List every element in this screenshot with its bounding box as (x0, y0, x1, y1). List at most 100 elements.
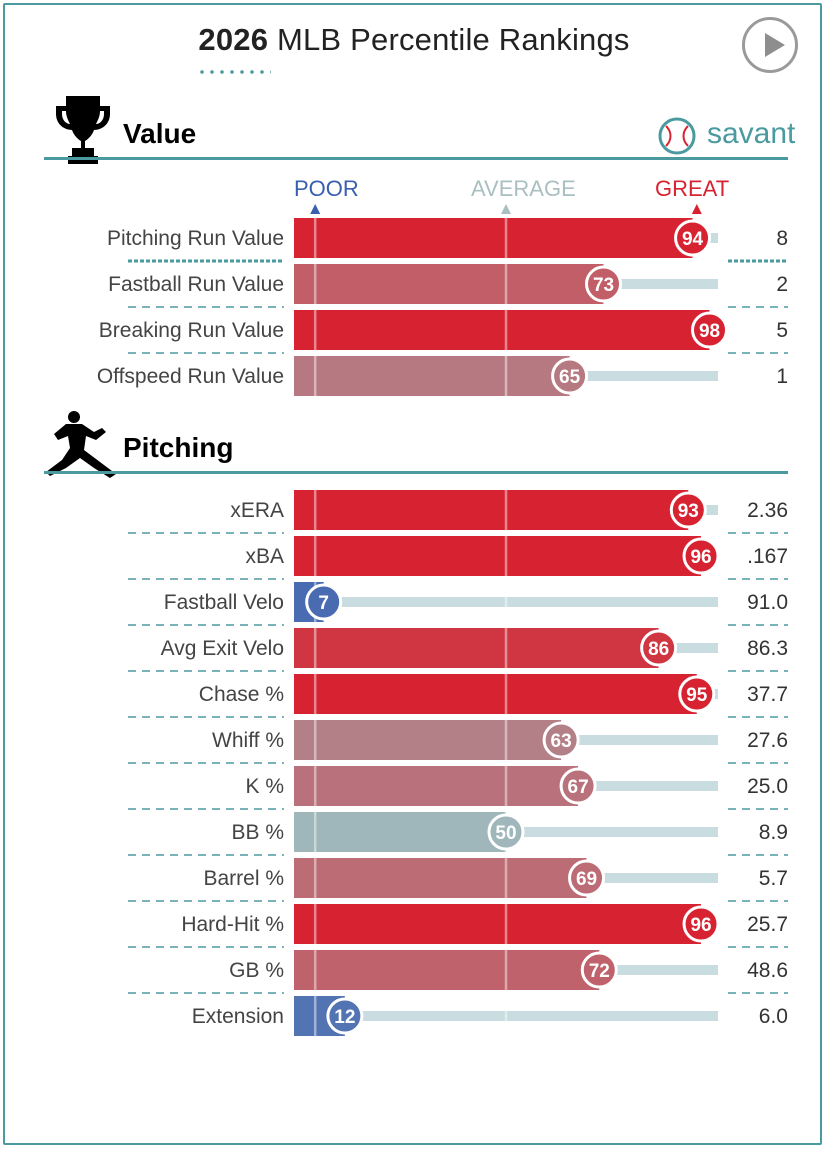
percentile-circle (551, 357, 589, 395)
metric-value: 8.9 (759, 821, 788, 844)
metric-value: 25.7 (747, 913, 788, 936)
percentile-bar (294, 812, 506, 852)
percentile-bar (294, 264, 604, 304)
percentile-track (344, 1011, 718, 1021)
percentile-label: 95 (686, 685, 708, 706)
percentile-circle (487, 813, 525, 851)
percentile-label: 50 (495, 823, 516, 844)
page-title: 2026 MLB Percentile Rankings (0, 22, 828, 58)
percentile-bar (294, 356, 570, 396)
percentile-track (561, 735, 718, 745)
metric-value: 27.6 (747, 729, 788, 752)
percentile-circle (542, 721, 580, 759)
percentile-label: 94 (682, 229, 704, 250)
percentile-circle (678, 675, 716, 713)
percentile-track (603, 279, 718, 289)
title-underline-dots (197, 70, 271, 74)
percentile-track (599, 965, 718, 975)
percentile-circle (326, 997, 364, 1035)
metric-row: Pitching Run Value 8 (107, 218, 788, 263)
metric-row: BB % 8.9 (128, 812, 788, 856)
metric-value: .167 (747, 545, 788, 568)
percentile-label: 96 (690, 547, 711, 568)
section-title-pitching: Pitching (123, 432, 234, 463)
percentile-circle (682, 905, 720, 943)
percentile-bar (294, 490, 689, 530)
metric-label: xBA (245, 545, 284, 568)
percentile-bar (294, 218, 693, 258)
percentile-bar (294, 766, 579, 806)
percentile-label: 93 (678, 501, 699, 522)
percentile-label: 73 (593, 275, 614, 296)
percentile-label: 72 (589, 961, 610, 982)
metric-label: Barrel % (203, 867, 284, 890)
title-text: MLB Percentile Rankings (276, 22, 630, 57)
metric-row: Breaking Run Value 5 (99, 310, 788, 354)
metric-label: Avg Exit Velo (161, 637, 284, 660)
metric-value: 2 (776, 273, 788, 296)
percentile-label: 65 (559, 367, 581, 388)
percentile-circle (640, 629, 678, 667)
metric-label: BB % (231, 821, 284, 844)
metric-label: Chase % (199, 683, 284, 706)
scale-label-average: AVERAGE (471, 176, 576, 201)
scale-marker-poor (310, 204, 321, 214)
metric-row: Chase % 37.7 (128, 674, 788, 718)
percentile-label: 98 (699, 321, 720, 342)
percentile-bar (294, 536, 702, 576)
scale-label-great: GREAT (655, 176, 730, 201)
metric-row: Barrel % 5.7 (128, 858, 788, 902)
scale-marker-average (501, 204, 511, 214)
percentile-track (506, 827, 718, 837)
percentile-label: 96 (690, 915, 711, 936)
percentile-circle (669, 491, 707, 529)
percentile-circle (559, 767, 597, 805)
percentile-circle (580, 951, 618, 989)
metric-value: 6.0 (759, 1005, 788, 1028)
metric-label: Fastball Run Value (108, 273, 284, 296)
percentile-circle (568, 859, 606, 897)
metric-value: 2.36 (747, 499, 788, 522)
percentile-track (658, 643, 718, 653)
percentile-circle (682, 537, 720, 575)
percentile-bar (294, 310, 710, 350)
metric-row: Whiff % 27.6 (128, 720, 788, 764)
pitcher-icon (46, 411, 116, 478)
percentile-track (569, 371, 718, 381)
percentile-circle (585, 265, 623, 303)
scale-marker-great (691, 204, 702, 214)
metric-row: Avg Exit Velo 86.3 (128, 628, 788, 672)
metric-value: 86.3 (747, 637, 788, 660)
metric-value: 25.0 (747, 775, 788, 798)
metric-label: GB % (229, 959, 284, 982)
metric-value: 8 (776, 227, 788, 250)
metric-value: 5 (776, 319, 788, 342)
percentile-bar (294, 904, 702, 944)
title-year: 2026 (198, 22, 269, 57)
metric-row: K % 25.0 (128, 766, 788, 810)
metric-value: 37.7 (747, 683, 788, 706)
percentile-label: 12 (334, 1007, 355, 1028)
metric-row: Fastball Run Value 2 (108, 264, 788, 308)
metric-label: Extension (192, 1005, 284, 1028)
percentile-circle (305, 583, 343, 621)
percentile-label: 63 (551, 731, 572, 752)
metric-row: Extension 6.0 (192, 996, 788, 1036)
metric-row: xBA .167 (128, 536, 788, 580)
metric-value: 1 (776, 365, 788, 388)
value-section-rule (44, 157, 788, 160)
play-button[interactable] (742, 17, 798, 73)
percentile-label: 67 (568, 777, 589, 798)
metric-row: Hard-Hit % 25.7 (128, 904, 788, 948)
section-title-value: Value (123, 118, 197, 149)
metric-label: Whiff % (212, 729, 284, 752)
metric-row: xERA 2.36 (128, 490, 788, 534)
percentile-label: 86 (648, 639, 669, 660)
metric-row: GB % 48.6 (128, 950, 788, 994)
scale-label-poor: POOR (294, 176, 359, 201)
metric-value: 91.0 (747, 591, 788, 614)
percentile-circle (691, 311, 729, 349)
percentile-bar (294, 950, 600, 990)
trophy-icon (56, 96, 110, 164)
